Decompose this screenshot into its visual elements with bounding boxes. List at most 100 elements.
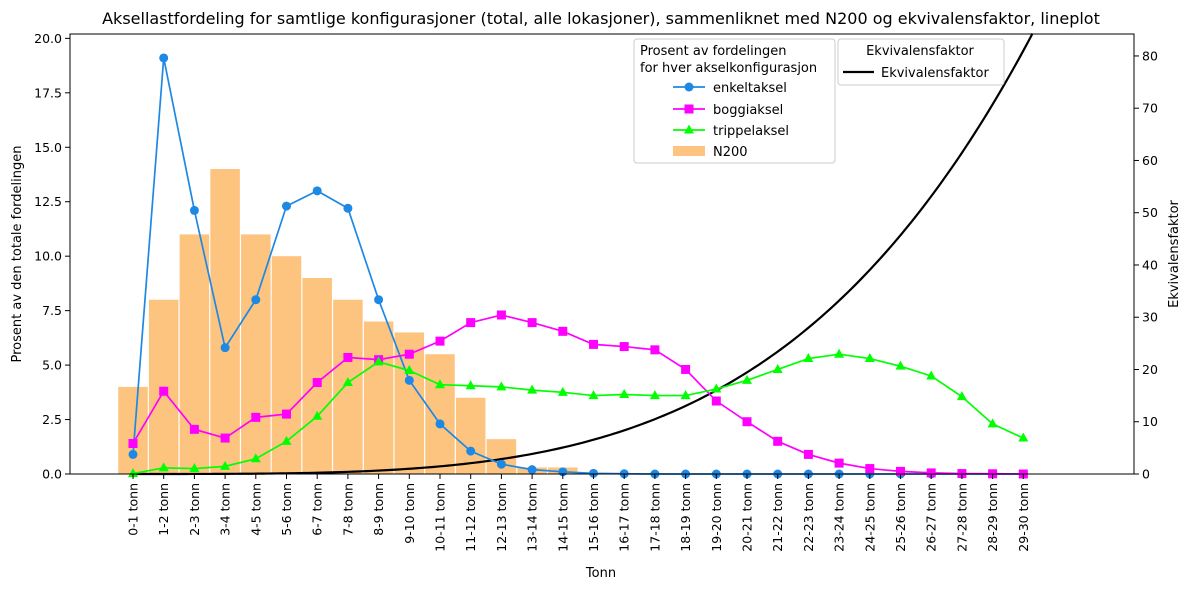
n200-bars [118,169,578,474]
legend-label-enkeltaksel: enkeltaksel [713,81,787,96]
bar-n200-8 [363,321,394,474]
point-trippelaksel-13 [527,384,538,394]
point-trippelaksel-15 [588,390,599,400]
point-boggiaksel-18 [681,364,691,374]
legend-swatch-marker-boggiaksel [684,104,694,114]
point-boggiaksel-26 [926,468,936,478]
point-enkeltaksel-3 [220,343,230,353]
series-trippelaksel [128,348,1029,478]
point-enkeltaksel-1 [159,53,169,63]
point-enkeltaksel-12 [496,459,506,469]
point-trippelaksel-4 [250,453,261,463]
point-trippelaksel-20 [742,374,752,384]
y-right-tick-label-5: 50 [1142,205,1158,220]
y-axis-label-left: Prosent av den totale fordelingen [10,146,25,363]
x-tick-label-14: 14-15 tonn [555,483,570,552]
equivalence-line [133,33,1034,476]
equivalence-curve [133,33,1034,476]
series-line-trippelaksel [132,353,1024,475]
legend-right-title: Ekvivalensfaktor [866,44,974,59]
point-boggiaksel-25 [896,466,905,476]
x-tick-label-3: 3-4 tonn [218,483,233,536]
y-right-tick-label-7: 70 [1142,101,1158,116]
point-enkeltaksel-13 [527,465,537,475]
x-tick-label-13: 13-14 tonn [525,483,540,552]
point-boggiaksel-11 [466,318,476,328]
y-right-tick-label-6: 60 [1142,153,1158,168]
point-boggiaksel-0 [128,439,138,449]
y-left-tick-label-1: 2.5 [42,412,62,427]
point-boggiaksel-17 [650,345,660,355]
legend-right-frame [837,38,1005,86]
legend-main: Prosent av fordelingen for hver akselkon… [633,38,836,164]
legend-swatch-marker-trippelaksel [684,124,694,134]
x-tick-label-28: 28-29 tonn [985,483,1000,552]
y-right-tick-label-3: 30 [1142,310,1158,325]
point-boggiaksel-3 [220,433,230,443]
point-enkeltaksel-8 [374,295,384,305]
x-tick-label-11: 11-12 tonn [463,483,478,552]
point-boggiaksel-22 [803,449,813,459]
legend-label-trippelaksel: trippelaksel [713,124,789,139]
legend-label-n200: N200 [713,145,748,160]
y-right-tick-label-1: 10 [1142,414,1158,429]
point-boggiaksel-5 [282,409,291,419]
x-tick-label-17: 17-18 tonn [647,483,662,552]
x-tick-label-19: 19-20 tonn [709,483,724,552]
x-tick-label-8: 8-9 tonn [371,483,386,536]
x-axis: 0-1 tonn 1-2 tonn 2-3 tonn 3-4 tonn 4-5 tonn… [126,474,1031,552]
y-axis-left: 0.0 2.5 5.0 7.5 10.0 12.5 15.0 17.5 20.0 [34,31,70,482]
legend-label-boggiaksel: boggiaksel [713,103,783,118]
x-tick-label-15: 15-16 tonn [586,483,601,552]
point-boggiaksel-15 [589,339,598,349]
point-trippelaksel-10 [435,379,445,389]
point-trippelaksel-17 [649,390,660,400]
point-trippelaksel-26 [926,370,937,380]
y-axis-label-right: Ekvivalensfaktor [1167,199,1182,307]
x-tick-label-18: 18-19 tonn [678,483,693,552]
series-lines [128,53,1029,479]
point-enkeltaksel-10 [435,419,445,429]
point-trippelaksel-2 [189,463,200,473]
point-trippelaksel-16 [619,388,630,398]
y-right-tick-label-8: 80 [1142,48,1158,63]
x-tick-label-23: 23-24 tonn [832,483,847,552]
series-line-boggiaksel [132,314,1024,475]
point-enkeltaksel-0 [128,449,138,459]
legend-main-title-line2: for hver akselkonfigurasjon [640,61,817,76]
point-trippelaksel-6 [312,410,323,420]
point-boggiaksel-9 [404,349,414,359]
point-trippelaksel-21 [772,363,783,373]
bar-n200-2 [179,234,210,474]
y-right-tick-label-2: 20 [1142,362,1158,377]
point-boggiaksel-23 [834,458,844,468]
point-trippelaksel-24 [864,353,875,363]
point-boggiaksel-10 [435,336,445,346]
point-trippelaksel-1 [158,462,169,472]
point-enkeltaksel-15 [589,468,598,478]
point-enkeltaksel-5 [282,201,291,211]
x-tick-label-6: 6-7 tonn [310,483,325,536]
point-trippelaksel-3 [220,460,231,470]
bar-n200-7 [333,299,363,474]
point-boggiaksel-12 [496,310,506,320]
point-trippelaksel-19 [711,383,722,393]
point-boggiaksel-24 [865,464,875,474]
y-left-tick-label-6: 15.0 [34,140,62,155]
point-trippelaksel-25 [895,360,906,370]
point-enkeltaksel-11 [466,446,476,456]
y-left-tick-label-3: 7.5 [42,303,62,318]
point-trippelaksel-8 [373,356,384,366]
point-enkeltaksel-7 [343,203,353,213]
point-trippelaksel-29 [1018,432,1029,442]
point-enkeltaksel-6 [312,186,322,196]
x-tick-label-1: 1-2 tonn [156,483,171,536]
x-tick-label-26: 26-27 tonn [924,483,939,552]
point-trippelaksel-28 [987,418,998,428]
x-tick-label-16: 16-17 tonn [617,483,632,552]
point-trippelaksel-18 [680,390,691,400]
point-trippelaksel-23 [834,348,845,358]
y-left-tick-label-8: 20.0 [34,31,62,46]
point-trippelaksel-11 [465,380,476,390]
